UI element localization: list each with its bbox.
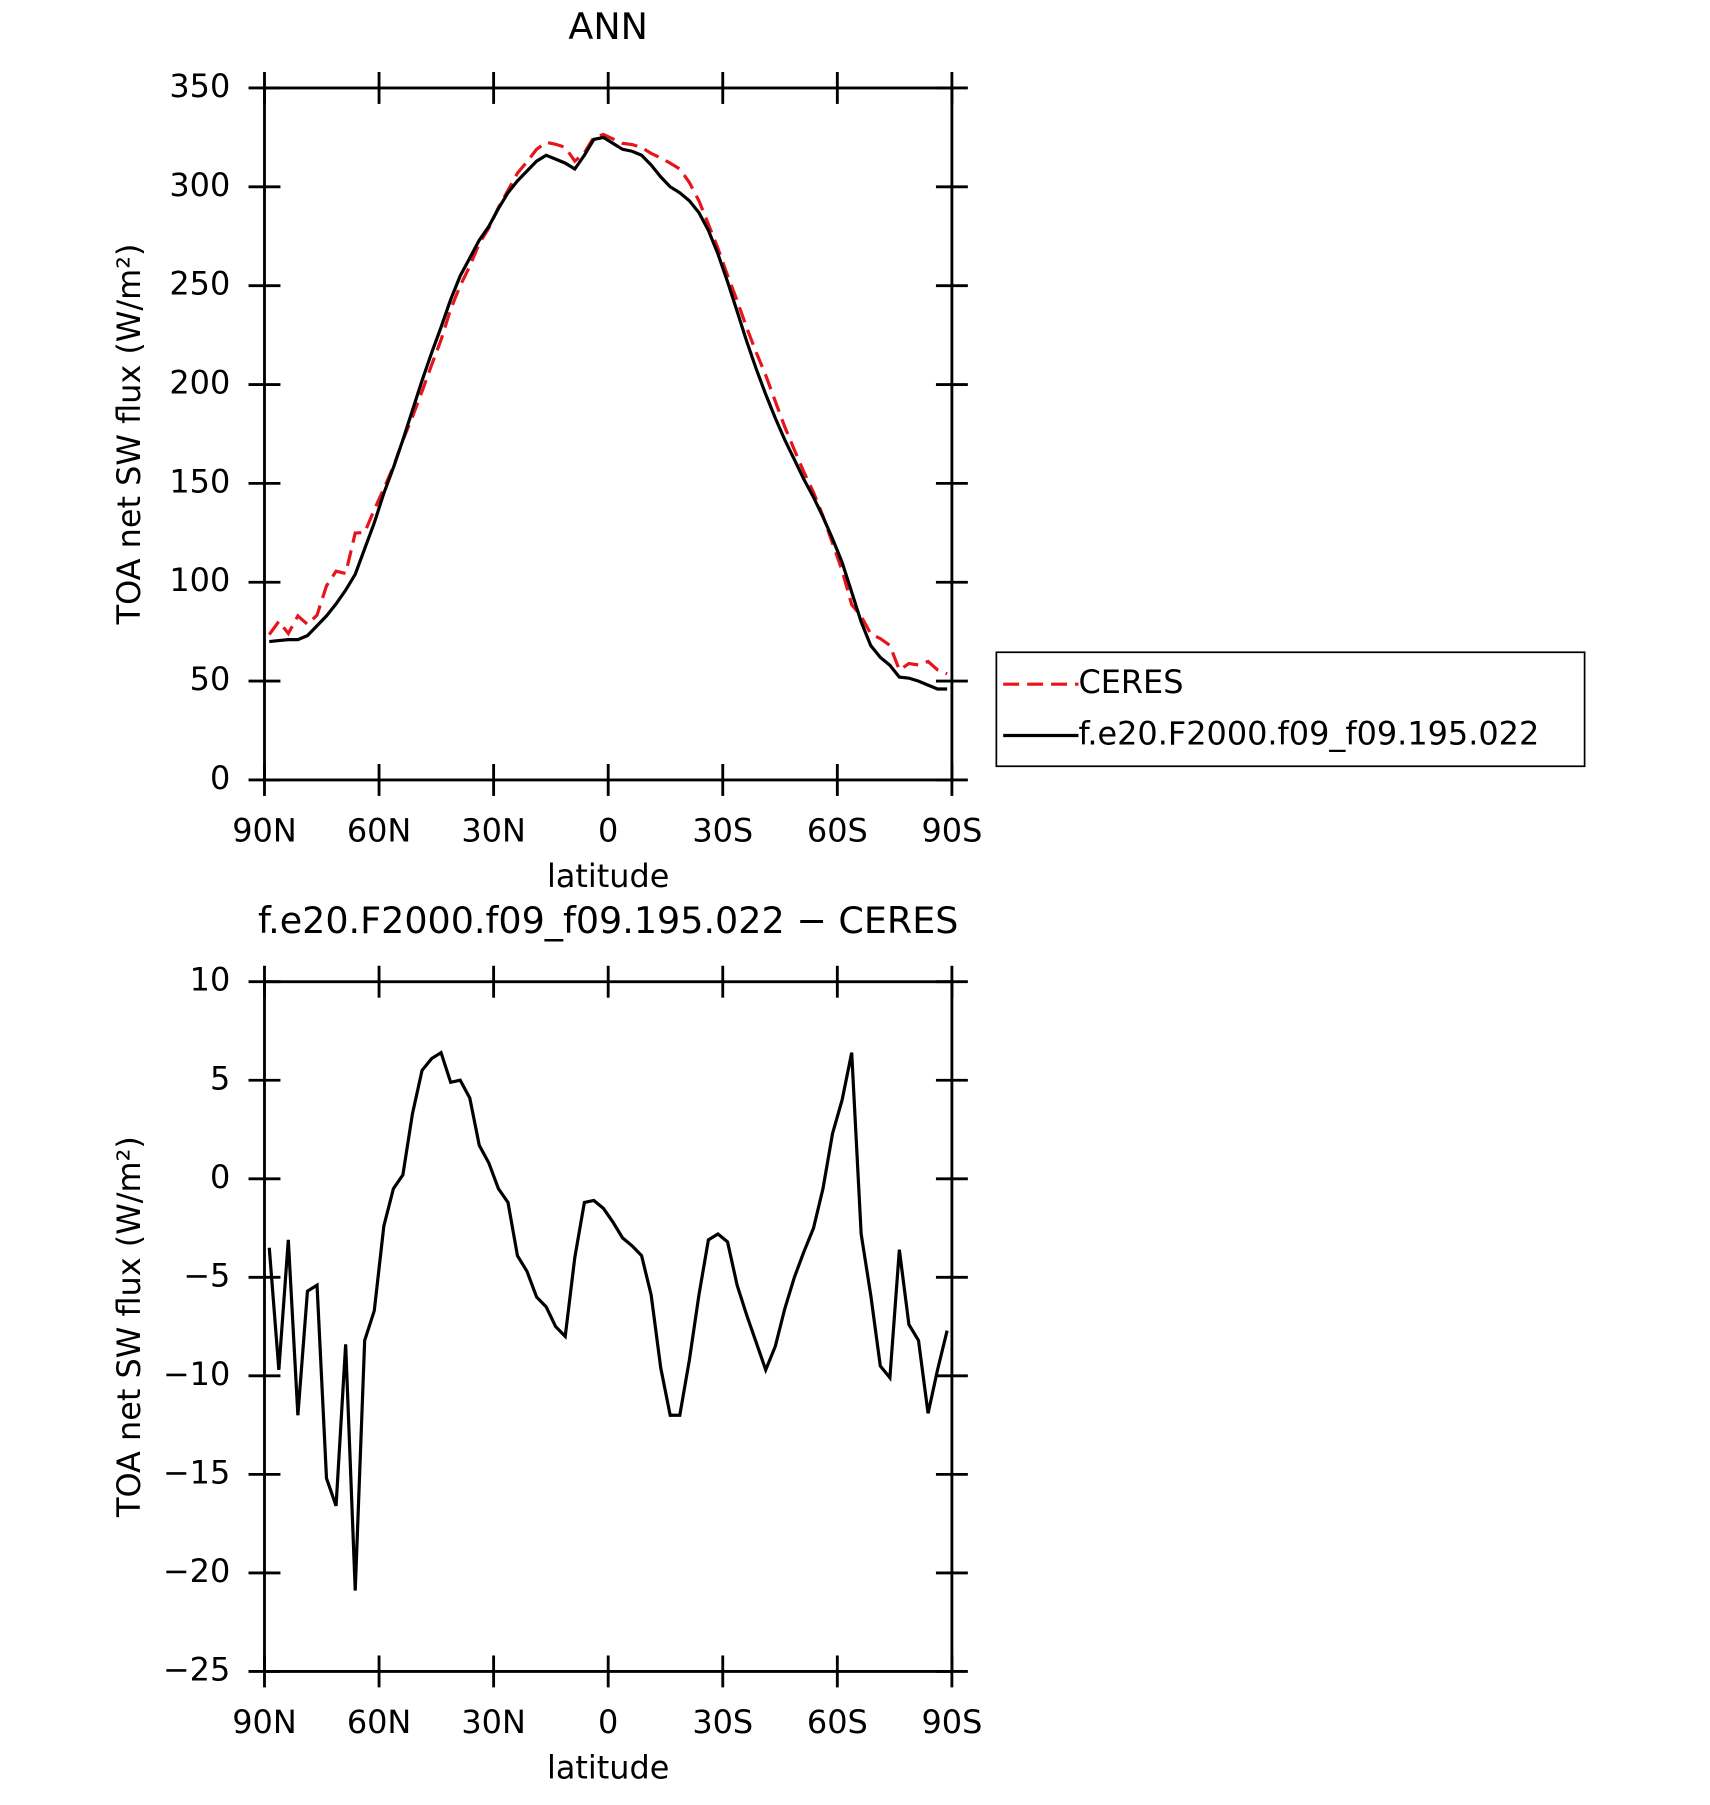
y-tick-label: 300	[169, 166, 230, 204]
x-tick-label: 0	[598, 811, 618, 849]
y-tick-label: 200	[169, 364, 230, 402]
x-tick-label: 90N	[232, 1703, 296, 1741]
y-tick-label: 250	[169, 265, 230, 303]
y-tick-label: 350	[169, 67, 230, 105]
x-axis-label: latitude	[547, 1748, 669, 1786]
plot-frame	[263, 86, 954, 782]
y-tick-label: 0	[210, 1158, 230, 1196]
legend-label: CERES	[1078, 663, 1183, 701]
y-tick-label: 5	[210, 1059, 230, 1097]
x-tick-label: 90S	[921, 811, 982, 849]
legend-box	[995, 651, 1586, 768]
x-tick-label: 30S	[692, 811, 753, 849]
y-tick-label: 10	[190, 961, 231, 999]
y-tick-label: 0	[210, 759, 230, 797]
y-axis-label: TOA net SW flux (W/m²)	[110, 244, 148, 626]
x-tick-label: 60N	[347, 1703, 411, 1741]
x-tick-label: 60S	[807, 1703, 868, 1741]
chart-title: f.e20.F2000.f09_f09.195.022 − CERES	[258, 899, 959, 942]
x-tick-label: 90N	[232, 811, 296, 849]
series-line	[267, 132, 948, 676]
legend-label: f.e20.F2000.f09_f09.195.022	[1078, 714, 1539, 752]
x-tick-label: 30S	[692, 1703, 753, 1741]
y-tick-label: −5	[183, 1256, 230, 1294]
y-tick-label: −15	[163, 1453, 230, 1491]
x-tick-label: 90S	[921, 1703, 982, 1741]
y-tick-label: −10	[163, 1355, 230, 1393]
x-tick-label: 60S	[807, 811, 868, 849]
y-tick-label: −20	[163, 1552, 230, 1590]
x-tick-label: 30N	[461, 811, 525, 849]
x-axis-label: latitude	[547, 857, 669, 895]
chart-title: ANN	[568, 5, 648, 48]
y-tick-label: 50	[190, 660, 231, 698]
x-tick-label: 30N	[461, 1703, 525, 1741]
series-line	[267, 1050, 949, 1591]
y-tick-label: 100	[169, 561, 230, 599]
x-tick-label: 0	[598, 1703, 618, 1741]
x-tick-label: 60N	[347, 811, 411, 849]
y-tick-label: −25	[163, 1650, 230, 1688]
y-tick-label: 150	[169, 462, 230, 500]
y-axis-label: TOA net SW flux (W/m²)	[110, 1136, 148, 1518]
series-line	[269, 135, 948, 691]
